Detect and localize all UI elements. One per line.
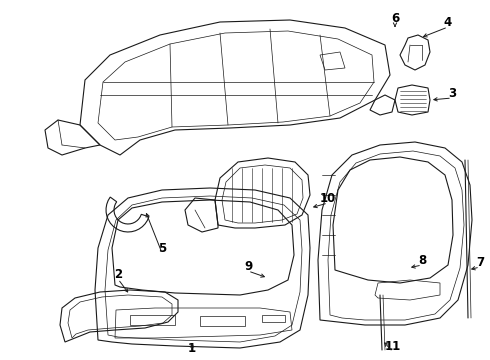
Text: 7: 7: [476, 256, 484, 269]
Text: 2: 2: [114, 267, 122, 280]
Text: 8: 8: [418, 253, 426, 266]
Text: 3: 3: [448, 86, 456, 99]
Text: 10: 10: [320, 192, 336, 204]
Text: 11: 11: [385, 341, 401, 354]
Text: 5: 5: [158, 242, 166, 255]
Text: 6: 6: [391, 12, 399, 24]
Text: 9: 9: [244, 260, 252, 273]
Text: 4: 4: [444, 15, 452, 28]
Text: 1: 1: [188, 342, 196, 355]
